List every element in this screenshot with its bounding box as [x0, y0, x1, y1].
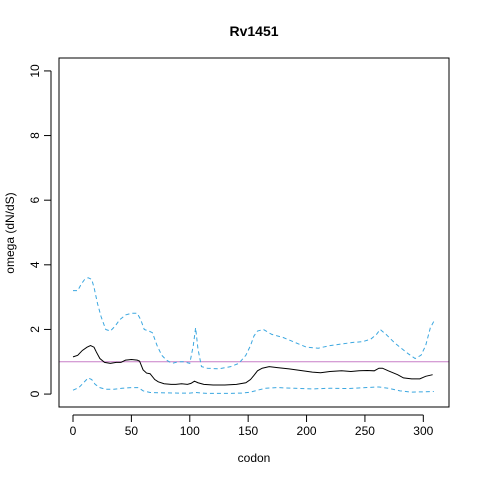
y-axis-label: omega (dN/dS) — [3, 192, 17, 273]
plot-area: 0 50 100 150 200 250 300 0 2 4 6 8 10 — [28, 57, 450, 438]
x-tick-label-0: 0 — [70, 424, 77, 438]
x-tick-label-50: 50 — [125, 424, 139, 438]
x-tick-label-300: 300 — [413, 424, 433, 438]
y-tick-label-10: 10 — [28, 64, 42, 78]
omega-line — [72, 345, 433, 386]
lower-bound-line — [72, 377, 434, 394]
chart-title: Rv1451 — [229, 23, 278, 39]
plot-frame — [58, 57, 450, 408]
x-tick-label-100: 100 — [180, 424, 200, 438]
x-axis-label: codon — [238, 451, 271, 465]
x-tick-label-150: 150 — [238, 424, 258, 438]
y-tick-label-6: 6 — [28, 197, 42, 204]
y-tick-label-4: 4 — [28, 261, 42, 268]
upper-bound-line — [73, 277, 435, 370]
y-tick-label-2: 2 — [28, 326, 42, 333]
y-tick-label-0: 0 — [28, 390, 42, 397]
x-tick-label-250: 250 — [355, 424, 375, 438]
x-tick-label-200: 200 — [297, 424, 317, 438]
y-tick-label-8: 8 — [28, 132, 42, 139]
